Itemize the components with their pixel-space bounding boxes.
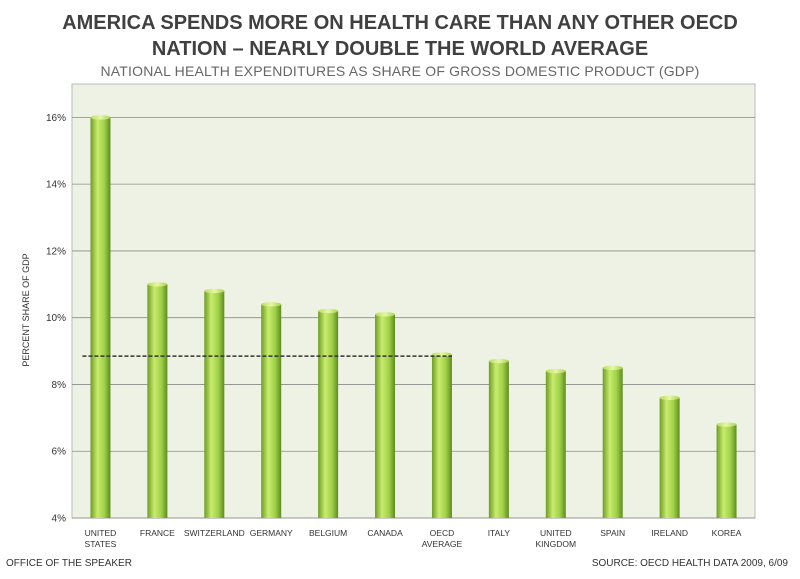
bar-cap <box>147 282 168 287</box>
bar-cap <box>90 115 111 120</box>
x-tick-label: SWITZERLAND <box>184 528 245 538</box>
footer-source: SOURCE: OECD HEALTH DATA 2009, 6/09 <box>591 558 788 569</box>
bar <box>204 290 225 518</box>
bar-cap <box>659 395 680 401</box>
chart-subtitle: NATIONAL HEALTH EXPENDITURES AS SHARE OF… <box>100 63 700 79</box>
y-tick-label: 12% <box>46 246 66 257</box>
y-tick-label: 14% <box>46 180 66 191</box>
bar-cap <box>545 368 566 374</box>
x-tick-label: AVERAGE <box>422 539 463 549</box>
x-tick-label: FRANCE <box>140 528 175 538</box>
y-tick-label: 8% <box>52 380 67 391</box>
bar <box>90 117 111 518</box>
bar-cap <box>602 365 623 370</box>
x-tick-label: SPAIN <box>600 528 625 538</box>
y-tick-label: 10% <box>46 313 66 324</box>
bar-cap <box>261 302 282 307</box>
x-tick-label: BELGIUM <box>309 528 347 538</box>
plot-area <box>71 83 756 519</box>
bar-cap <box>716 422 737 427</box>
y-tick-label: 6% <box>52 447 67 458</box>
bar-cap <box>488 358 509 364</box>
chart-title-line2: NATION – NEARLY DOUBLE THE WORLD AVERAGE <box>151 38 649 60</box>
bar <box>318 311 339 518</box>
x-tick-label: KINGDOM <box>535 539 576 549</box>
bar-cap <box>375 312 396 317</box>
x-tick-label: OECD <box>430 528 455 538</box>
x-tick-label: ITALY <box>488 528 511 538</box>
x-tick-label: KOREA <box>712 528 742 538</box>
bar <box>659 397 680 518</box>
x-tick-label: STATES <box>85 539 117 549</box>
bar <box>261 304 282 518</box>
x-tick-label: CANADA <box>367 528 403 538</box>
bar <box>716 424 737 518</box>
bar <box>602 367 623 518</box>
bar <box>545 371 566 518</box>
x-tick-label: UNITED <box>85 528 117 538</box>
y-tick-label: 4% <box>52 514 67 525</box>
footer-credit: OFFICE OF THE SPEAKER <box>6 558 132 569</box>
x-tick-label: IRELAND <box>651 528 688 538</box>
bar <box>431 354 452 518</box>
x-tick-label: GERMANY <box>250 528 293 538</box>
bar-cap <box>318 308 339 314</box>
bar <box>147 284 168 518</box>
bar-cap <box>204 288 225 294</box>
x-tick-label: UNITED <box>540 528 572 538</box>
y-axis-label: PERCENT SHARE OF GDP <box>21 253 31 367</box>
bar <box>488 361 509 518</box>
chart-title-line1: AMERICA SPENDS MORE ON HEALTH CARE THAN … <box>62 12 738 34</box>
y-tick-label: 16% <box>46 113 66 124</box>
bar <box>375 314 396 518</box>
